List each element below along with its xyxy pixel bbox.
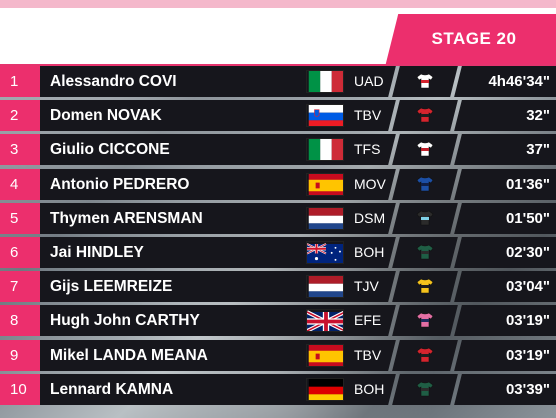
- rank-badge: 6: [0, 237, 40, 268]
- team-code: UAD: [354, 73, 384, 89]
- rank-badge: 5: [0, 202, 40, 234]
- spain-flag: [306, 172, 344, 196]
- table-row: 6 Jai HINDLEY BOH 02'30": [0, 237, 556, 268]
- team-code: TFS: [354, 141, 381, 158]
- table-row: 1 Alessandro COVI UAD 4h46'34": [0, 66, 556, 97]
- rider-name: Antonio PEDRERO: [50, 175, 190, 193]
- table-row: 3 Giulio CICCONE TFS 37": [0, 134, 556, 166]
- team-jersey-icon: [416, 381, 434, 397]
- rider-time: 4h46'34": [488, 73, 550, 90]
- rank-badge: 10: [0, 373, 40, 405]
- rider-time: 03'39": [505, 380, 550, 398]
- table-row: 10 Lennard KAMNA BOH 03'39": [0, 373, 556, 405]
- australia-flag: [306, 241, 344, 264]
- team-code: TJV: [354, 278, 379, 295]
- team-jersey-icon: [416, 210, 434, 226]
- header-strip: [0, 0, 556, 8]
- team-code: EFE: [354, 312, 382, 329]
- team-jersey-icon: [416, 73, 434, 89]
- rider-name: Lennard KAMNA: [50, 380, 174, 398]
- rider-time: 01'50": [505, 209, 550, 227]
- rider-time: 03'19": [505, 346, 550, 364]
- rider-time: 02'30": [505, 244, 550, 261]
- rank-badge: 3: [0, 134, 40, 166]
- team-jersey-icon: [416, 278, 434, 294]
- netherlands-flag: [306, 206, 344, 230]
- spain-flag: [306, 343, 344, 367]
- germany-flag: [306, 377, 344, 401]
- team-code: TBV: [354, 346, 382, 363]
- rider-name: Hugh John CARTHY: [50, 312, 200, 330]
- table-row: 8 Hugh John CARTHY EFE 03'19": [0, 305, 556, 337]
- team-code: DSM: [354, 209, 386, 226]
- rank-badge: 4: [0, 168, 40, 200]
- team-code: TBV: [354, 107, 382, 124]
- table-row: 5 Thymen ARENSMAN DSM 01'50": [0, 202, 556, 234]
- table-row: 9 Mikel LANDA MEANA TBV 03'19": [0, 339, 556, 371]
- rider-time: 37": [526, 141, 550, 159]
- team-jersey-icon: [416, 347, 434, 363]
- table-row: 7 Gijs LEEMREIZE TJV 03'04": [0, 271, 556, 303]
- rank-badge: 8: [0, 305, 40, 337]
- rank-badge: 9: [0, 339, 40, 371]
- stage-title: STAGE 20: [431, 29, 517, 48]
- rider-time: 32": [526, 107, 550, 125]
- rider-name: Alessandro COVI: [50, 73, 177, 90]
- rider-time: 01'36": [505, 175, 550, 193]
- rider-time: 03'04": [505, 278, 550, 296]
- team-jersey-icon: [416, 312, 434, 328]
- table-row: 4 Antonio PEDRERO MOV 01'36": [0, 168, 556, 200]
- rider-name: Jai HINDLEY: [50, 244, 144, 261]
- rider-time: 03'19": [505, 312, 550, 330]
- uk-flag: [306, 309, 344, 333]
- slovenia-flag: [306, 104, 344, 128]
- team-code: BOH: [354, 380, 385, 397]
- italy-flag: [306, 138, 344, 162]
- italy-flag: [306, 70, 344, 93]
- rider-name: Thymen ARENSMAN: [50, 209, 203, 227]
- team-code: MOV: [354, 175, 386, 192]
- team-jersey-icon: [416, 141, 434, 157]
- rank-badge: 1: [0, 66, 40, 97]
- rider-name: Gijs LEEMREIZE: [50, 278, 173, 296]
- team-jersey-icon: [416, 244, 434, 260]
- team-jersey-icon: [416, 176, 434, 192]
- rider-name: Giulio CICCONE: [50, 141, 170, 159]
- team-jersey-icon: [416, 107, 434, 123]
- rank-badge: 2: [0, 100, 40, 132]
- table-row: 2 Domen NOVAK TBV 32": [0, 100, 556, 132]
- rider-name: Mikel LANDA MEANA: [50, 346, 208, 364]
- rider-name: Domen NOVAK: [50, 107, 162, 125]
- netherlands-flag: [306, 275, 344, 299]
- team-code: BOH: [354, 244, 385, 260]
- rank-badge: 7: [0, 271, 40, 303]
